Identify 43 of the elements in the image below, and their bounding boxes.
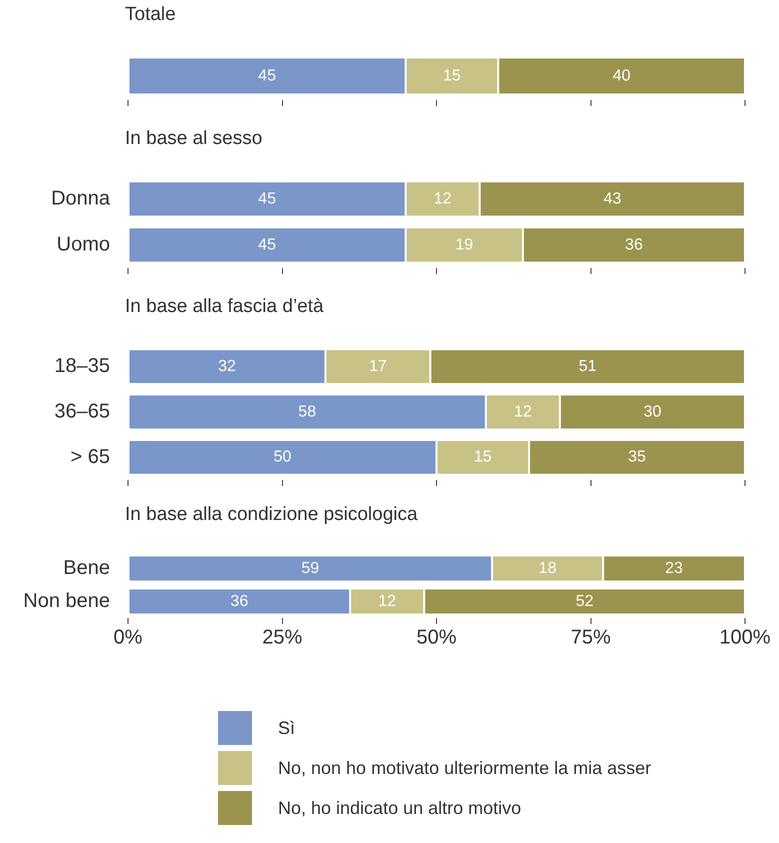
data-label: 36 bbox=[230, 592, 248, 610]
legend-label: No, ho indicato un altro motivo bbox=[278, 798, 522, 818]
y-tick-label: 18–35 bbox=[54, 355, 110, 378]
data-label: 32 bbox=[218, 358, 236, 376]
data-label: 45 bbox=[258, 67, 276, 84]
x-tick-label: 50% bbox=[416, 626, 457, 649]
data-label: 43 bbox=[603, 190, 622, 208]
data-label: 12 bbox=[514, 403, 532, 420]
data-label: 18 bbox=[538, 560, 557, 577]
data-label: 15 bbox=[443, 67, 461, 84]
chart-title: In base al sesso bbox=[125, 127, 264, 151]
legend-label: Sì bbox=[278, 718, 296, 738]
data-label: 51 bbox=[578, 358, 597, 376]
data-label: 35 bbox=[628, 448, 646, 466]
data-label: 23 bbox=[665, 560, 684, 577]
data-label: 50 bbox=[274, 448, 292, 466]
y-tick-label: > 65 bbox=[70, 446, 110, 468]
data-label: 36 bbox=[625, 236, 643, 254]
data-label: 59 bbox=[301, 560, 320, 577]
data-label: 19 bbox=[455, 236, 474, 254]
chart-title: In base alla condizione psicologica bbox=[125, 503, 419, 527]
data-label: 15 bbox=[474, 448, 492, 466]
data-label: 30 bbox=[644, 403, 662, 420]
x-tick-label: 0% bbox=[114, 626, 143, 649]
y-tick-label: 36–65 bbox=[54, 400, 110, 423]
y-tick-label: Bene bbox=[63, 557, 110, 580]
data-label: 58 bbox=[298, 403, 316, 420]
data-label: 45 bbox=[258, 190, 276, 208]
data-label: 12 bbox=[378, 592, 396, 610]
chart-title: In base alla fascia d’età bbox=[125, 295, 325, 319]
data-label: 40 bbox=[612, 67, 631, 84]
x-tick-label: 25% bbox=[262, 626, 302, 649]
data-label: 45 bbox=[258, 236, 276, 254]
legend-label: No, non ho motivato ulteriormente la mia asser bbox=[278, 758, 652, 778]
x-tick-label: 75% bbox=[570, 626, 611, 649]
y-tick-label: Uomo bbox=[56, 234, 110, 256]
data-label: 17 bbox=[368, 358, 387, 376]
y-tick-label: Non bene bbox=[23, 590, 110, 612]
data-label: 12 bbox=[434, 190, 452, 208]
data-label: 52 bbox=[576, 592, 594, 610]
y-tick-label: Donna bbox=[51, 188, 111, 210]
chart-title: Totale bbox=[125, 3, 177, 27]
x-tick-label: 100% bbox=[719, 626, 771, 649]
